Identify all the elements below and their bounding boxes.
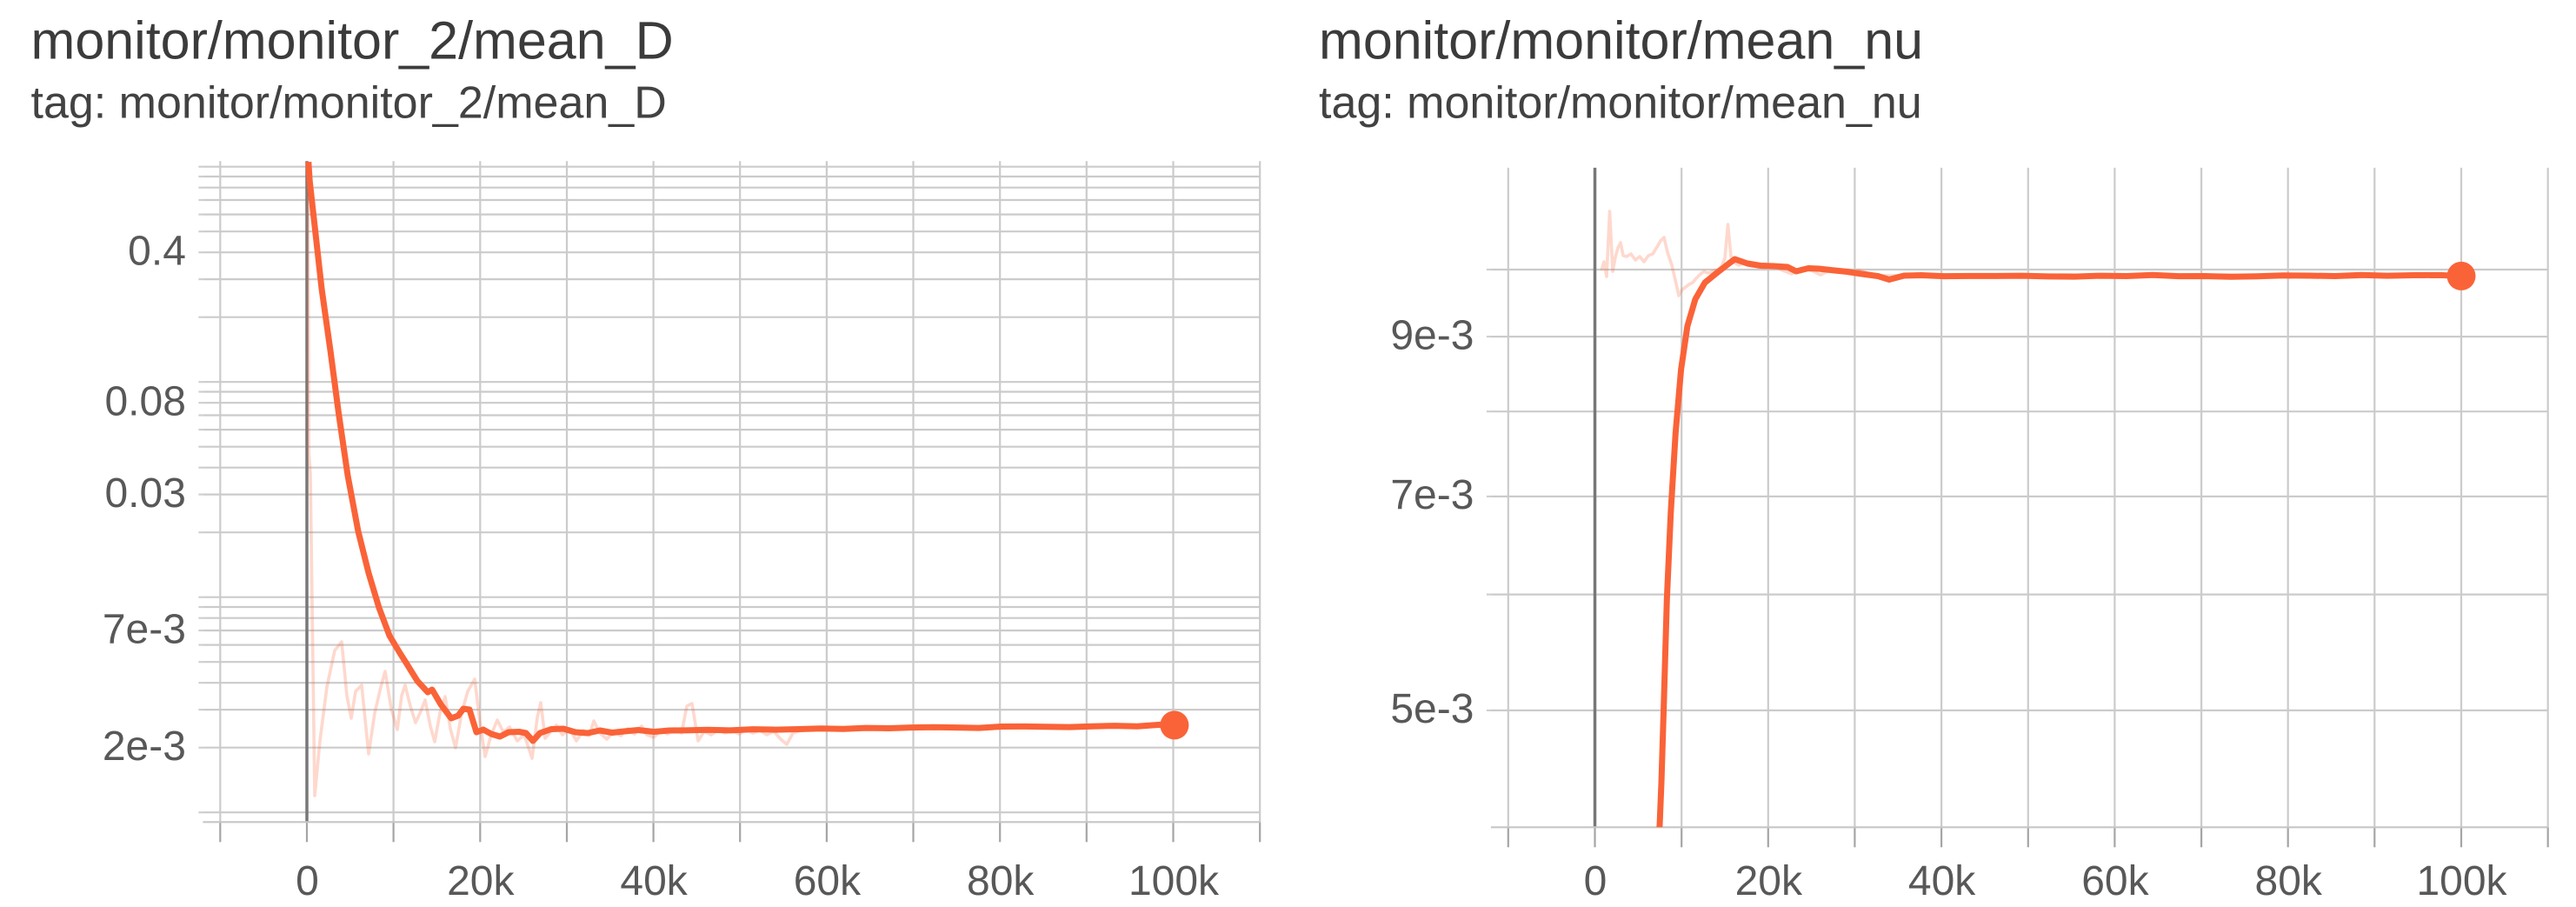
svg-text:0.08: 0.08	[104, 379, 185, 425]
svg-text:60k: 60k	[2081, 858, 2149, 903]
svg-text:0: 0	[296, 858, 319, 903]
svg-text:20k: 20k	[447, 858, 515, 903]
svg-text:monitor/monitor/mean_nu: monitor/monitor/mean_nu	[1319, 11, 1923, 70]
svg-text:0.4: 0.4	[128, 229, 186, 275]
svg-text:2e-3: 2e-3	[103, 724, 186, 770]
svg-text:7e-3: 7e-3	[1390, 472, 1474, 518]
svg-text:80k: 80k	[2255, 858, 2323, 903]
svg-text:5e-3: 5e-3	[1390, 686, 1474, 732]
svg-text:100k: 100k	[2416, 858, 2507, 903]
svg-text:100k: 100k	[1128, 858, 1220, 903]
svg-text:tag: monitor/monitor_2/mean_D: tag: monitor/monitor_2/mean_D	[31, 78, 667, 129]
svg-text:monitor/monitor_2/mean_D: monitor/monitor_2/mean_D	[31, 11, 674, 70]
svg-text:80k: 80k	[967, 858, 1035, 903]
svg-text:7e-3: 7e-3	[103, 606, 186, 652]
svg-text:20k: 20k	[1735, 858, 1803, 903]
svg-text:0.03: 0.03	[104, 470, 185, 517]
svg-text:9e-3: 9e-3	[1390, 312, 1474, 358]
svg-text:60k: 60k	[794, 858, 862, 903]
svg-text:0: 0	[1584, 858, 1608, 903]
svg-text:40k: 40k	[620, 858, 688, 903]
svg-text:tag: monitor/monitor/mean_nu: tag: monitor/monitor/mean_nu	[1319, 78, 1922, 129]
svg-text:40k: 40k	[1908, 858, 1976, 903]
